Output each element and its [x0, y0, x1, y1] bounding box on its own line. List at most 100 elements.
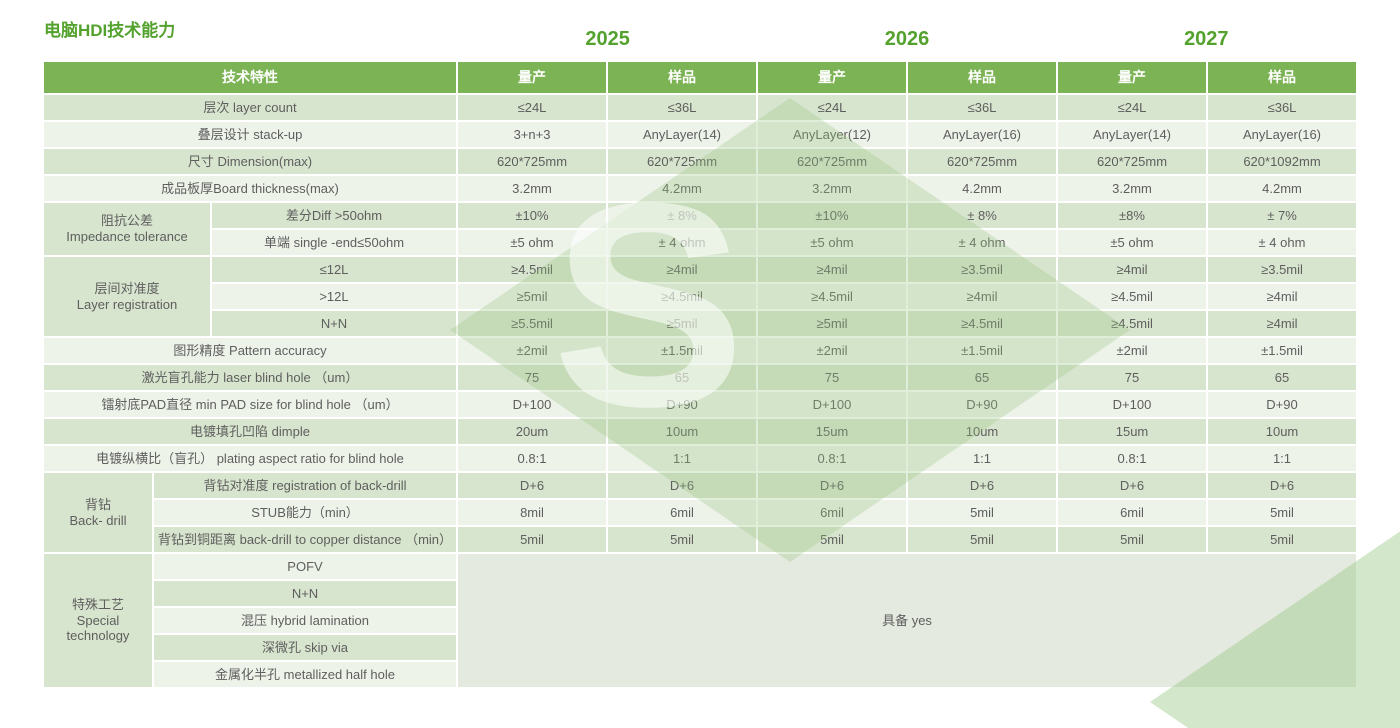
- table-body: 层次 layer count ≤24L ≤36L ≤24L ≤36L ≤24L ≤36L 叠层…: [44, 95, 1356, 687]
- value-cell: 3.2mm: [758, 176, 906, 201]
- value-cell: 20um: [458, 419, 606, 444]
- value-cell: ≥3.5mil: [908, 257, 1056, 282]
- year-label-2025: 2025: [585, 28, 630, 50]
- value-cell: 620*1092mm: [1208, 149, 1356, 174]
- value-cell: 8mil: [458, 500, 606, 525]
- value-cell: 4.2mm: [1208, 176, 1356, 201]
- row-sublabel: 金属化半孔 metallized half hole: [154, 662, 456, 687]
- special-rows: POFV N+N 混压 hybrid lamination 深微孔 skip via 金…: [154, 554, 456, 687]
- row-label: 激光盲孔能力 laser blind hole （um）: [44, 365, 456, 390]
- table-row: 背钻对准度 registration of back-drill D+6 D+6 D+…: [154, 473, 1356, 498]
- value-cell: 620*725mm: [1058, 149, 1206, 174]
- value-cell: D+100: [1058, 392, 1206, 417]
- value-cell: ≥4mil: [1208, 311, 1356, 336]
- table-row: 单端 single -end≤50ohm ±5 ohm ± 4 ohm ±5 ohm ±…: [212, 230, 1356, 255]
- value-cell: ±2mil: [458, 338, 606, 363]
- value-cell: 0.8:1: [458, 446, 606, 471]
- value-cell: ≥4mil: [608, 257, 756, 282]
- table-row-group: 层间对准度 Layer registration ≤12L ≥4.5mil ≥4mil…: [44, 257, 1356, 336]
- value-cell: ≤24L: [458, 95, 606, 120]
- value-cell: ≤24L: [758, 95, 906, 120]
- row-label: 叠层设计 stack-up: [44, 122, 456, 147]
- header-sample-2026: 样品: [908, 62, 1056, 93]
- value-cell: ±1.5mil: [608, 338, 756, 363]
- table-row-group: 阻抗公差 Impedance tolerance 差分Diff >50ohm ±10…: [44, 203, 1356, 255]
- value-cell: 1:1: [908, 446, 1056, 471]
- row-sublabel: STUB能力（min）: [154, 500, 456, 525]
- value-cell: D+90: [908, 392, 1056, 417]
- value-cell: 10um: [1208, 419, 1356, 444]
- table-row-group: 特殊工艺 Special technology POFV N+N 混压 hybrid …: [44, 554, 1356, 687]
- value-cell: D+6: [758, 473, 906, 498]
- value-cell: 65: [1208, 365, 1356, 390]
- value-cell: ±10%: [458, 203, 606, 228]
- value-cell: ± 4 ohm: [608, 230, 756, 255]
- value-cell: 620*725mm: [908, 149, 1056, 174]
- value-cell: ±1.5mil: [908, 338, 1056, 363]
- capability-table: 技术特性 量产 样品 量产 样品 量产 样品 层次 layer count ≤24…: [44, 62, 1356, 689]
- value-cell: ± 7%: [1208, 203, 1356, 228]
- table-row: 差分Diff >50ohm ±10% ± 8% ±10% ± 8% ±8% ± 7%: [212, 203, 1356, 228]
- group-rows: ≤12L ≥4.5mil ≥4mil ≥4mil ≥3.5mil ≥4mil ≥3.5mil…: [212, 257, 1356, 336]
- value-cell: ±8%: [1058, 203, 1206, 228]
- value-cell: ≤36L: [608, 95, 756, 120]
- table-row-group: 背钻 Back- drill 背钻对准度 registration of back…: [44, 473, 1356, 552]
- value-cell: ≤36L: [1208, 95, 1356, 120]
- row-sublabel: POFV: [154, 554, 456, 579]
- value-cell: 65: [608, 365, 756, 390]
- value-cell: ≥3.5mil: [1208, 257, 1356, 282]
- group-label: 层间对准度 Layer registration: [44, 257, 210, 336]
- value-cell: D+90: [608, 392, 756, 417]
- value-cell: 75: [758, 365, 906, 390]
- row-label: 尺寸 Dimension(max): [44, 149, 456, 174]
- table-row: ≤12L ≥4.5mil ≥4mil ≥4mil ≥3.5mil ≥4mil ≥3.5mil: [212, 257, 1356, 282]
- group-label: 特殊工艺 Special technology: [44, 554, 152, 687]
- value-cell: 3+n+3: [458, 122, 606, 147]
- group-rows: 差分Diff >50ohm ±10% ± 8% ±10% ± 8% ±8% ± 7% 单端 s…: [212, 203, 1356, 255]
- value-cell: ≥4mil: [1208, 284, 1356, 309]
- header-mass-2026: 量产: [758, 62, 906, 93]
- table-row: 尺寸 Dimension(max) 620*725mm 620*725mm 620*7…: [44, 149, 1356, 174]
- value-cell: 1:1: [608, 446, 756, 471]
- table-row: 电镀纵横比（盲孔） plating aspect ratio for blind…: [44, 446, 1356, 471]
- row-label: 图形精度 Pattern accuracy: [44, 338, 456, 363]
- value-cell: 75: [458, 365, 606, 390]
- value-cell: 4.2mm: [908, 176, 1056, 201]
- value-cell: 5mil: [458, 527, 606, 552]
- table-header-row: 技术特性 量产 样品 量产 样品 量产 样品: [44, 62, 1356, 93]
- value-cell: D+6: [1058, 473, 1206, 498]
- row-sublabel: 背钻对准度 registration of back-drill: [154, 473, 456, 498]
- table-row: 背钻到铜距离 back-drill to copper distance （mi…: [154, 527, 1356, 552]
- value-cell: 65: [908, 365, 1056, 390]
- row-sublabel: 深微孔 skip via: [154, 635, 456, 660]
- group-label: 阻抗公差 Impedance tolerance: [44, 203, 210, 255]
- value-cell: ≤24L: [1058, 95, 1206, 120]
- value-cell: ±5 ohm: [458, 230, 606, 255]
- value-cell: ± 8%: [608, 203, 756, 228]
- value-cell: ≥4.5mil: [1058, 284, 1206, 309]
- table-row: 图形精度 Pattern accuracy ±2mil ±1.5mil ±2mil ±1…: [44, 338, 1356, 363]
- value-cell: 5mil: [758, 527, 906, 552]
- value-cell: 5mil: [1058, 527, 1206, 552]
- value-cell: ≥4mil: [1058, 257, 1206, 282]
- value-cell: AnyLayer(14): [1058, 122, 1206, 147]
- table-row: 层次 layer count ≤24L ≤36L ≤24L ≤36L ≤24L ≤36L: [44, 95, 1356, 120]
- value-cell: 15um: [758, 419, 906, 444]
- value-cell: 3.2mm: [458, 176, 606, 201]
- value-cell: 5mil: [908, 527, 1056, 552]
- header-sample-2025: 样品: [608, 62, 756, 93]
- header-mass-2025: 量产: [458, 62, 606, 93]
- value-cell: 620*725mm: [458, 149, 606, 174]
- year-label-2026: 2026: [884, 28, 930, 50]
- value-cell: ≤36L: [908, 95, 1056, 120]
- value-cell: 6mil: [608, 500, 756, 525]
- row-label: 电镀纵横比（盲孔） plating aspect ratio for blind…: [44, 446, 456, 471]
- value-cell: ≥5mil: [608, 311, 756, 336]
- value-cell: D+6: [458, 473, 606, 498]
- value-cell: 5mil: [1208, 527, 1356, 552]
- value-cell: ±5 ohm: [758, 230, 906, 255]
- table-row: 成品板厚Board thickness(max) 3.2mm 4.2mm 3.2mm 4…: [44, 176, 1356, 201]
- value-cell: ≥4.5mil: [758, 284, 906, 309]
- value-cell: 620*725mm: [758, 149, 906, 174]
- table-row: 激光盲孔能力 laser blind hole （um） 75 65 75 65 75 65: [44, 365, 1356, 390]
